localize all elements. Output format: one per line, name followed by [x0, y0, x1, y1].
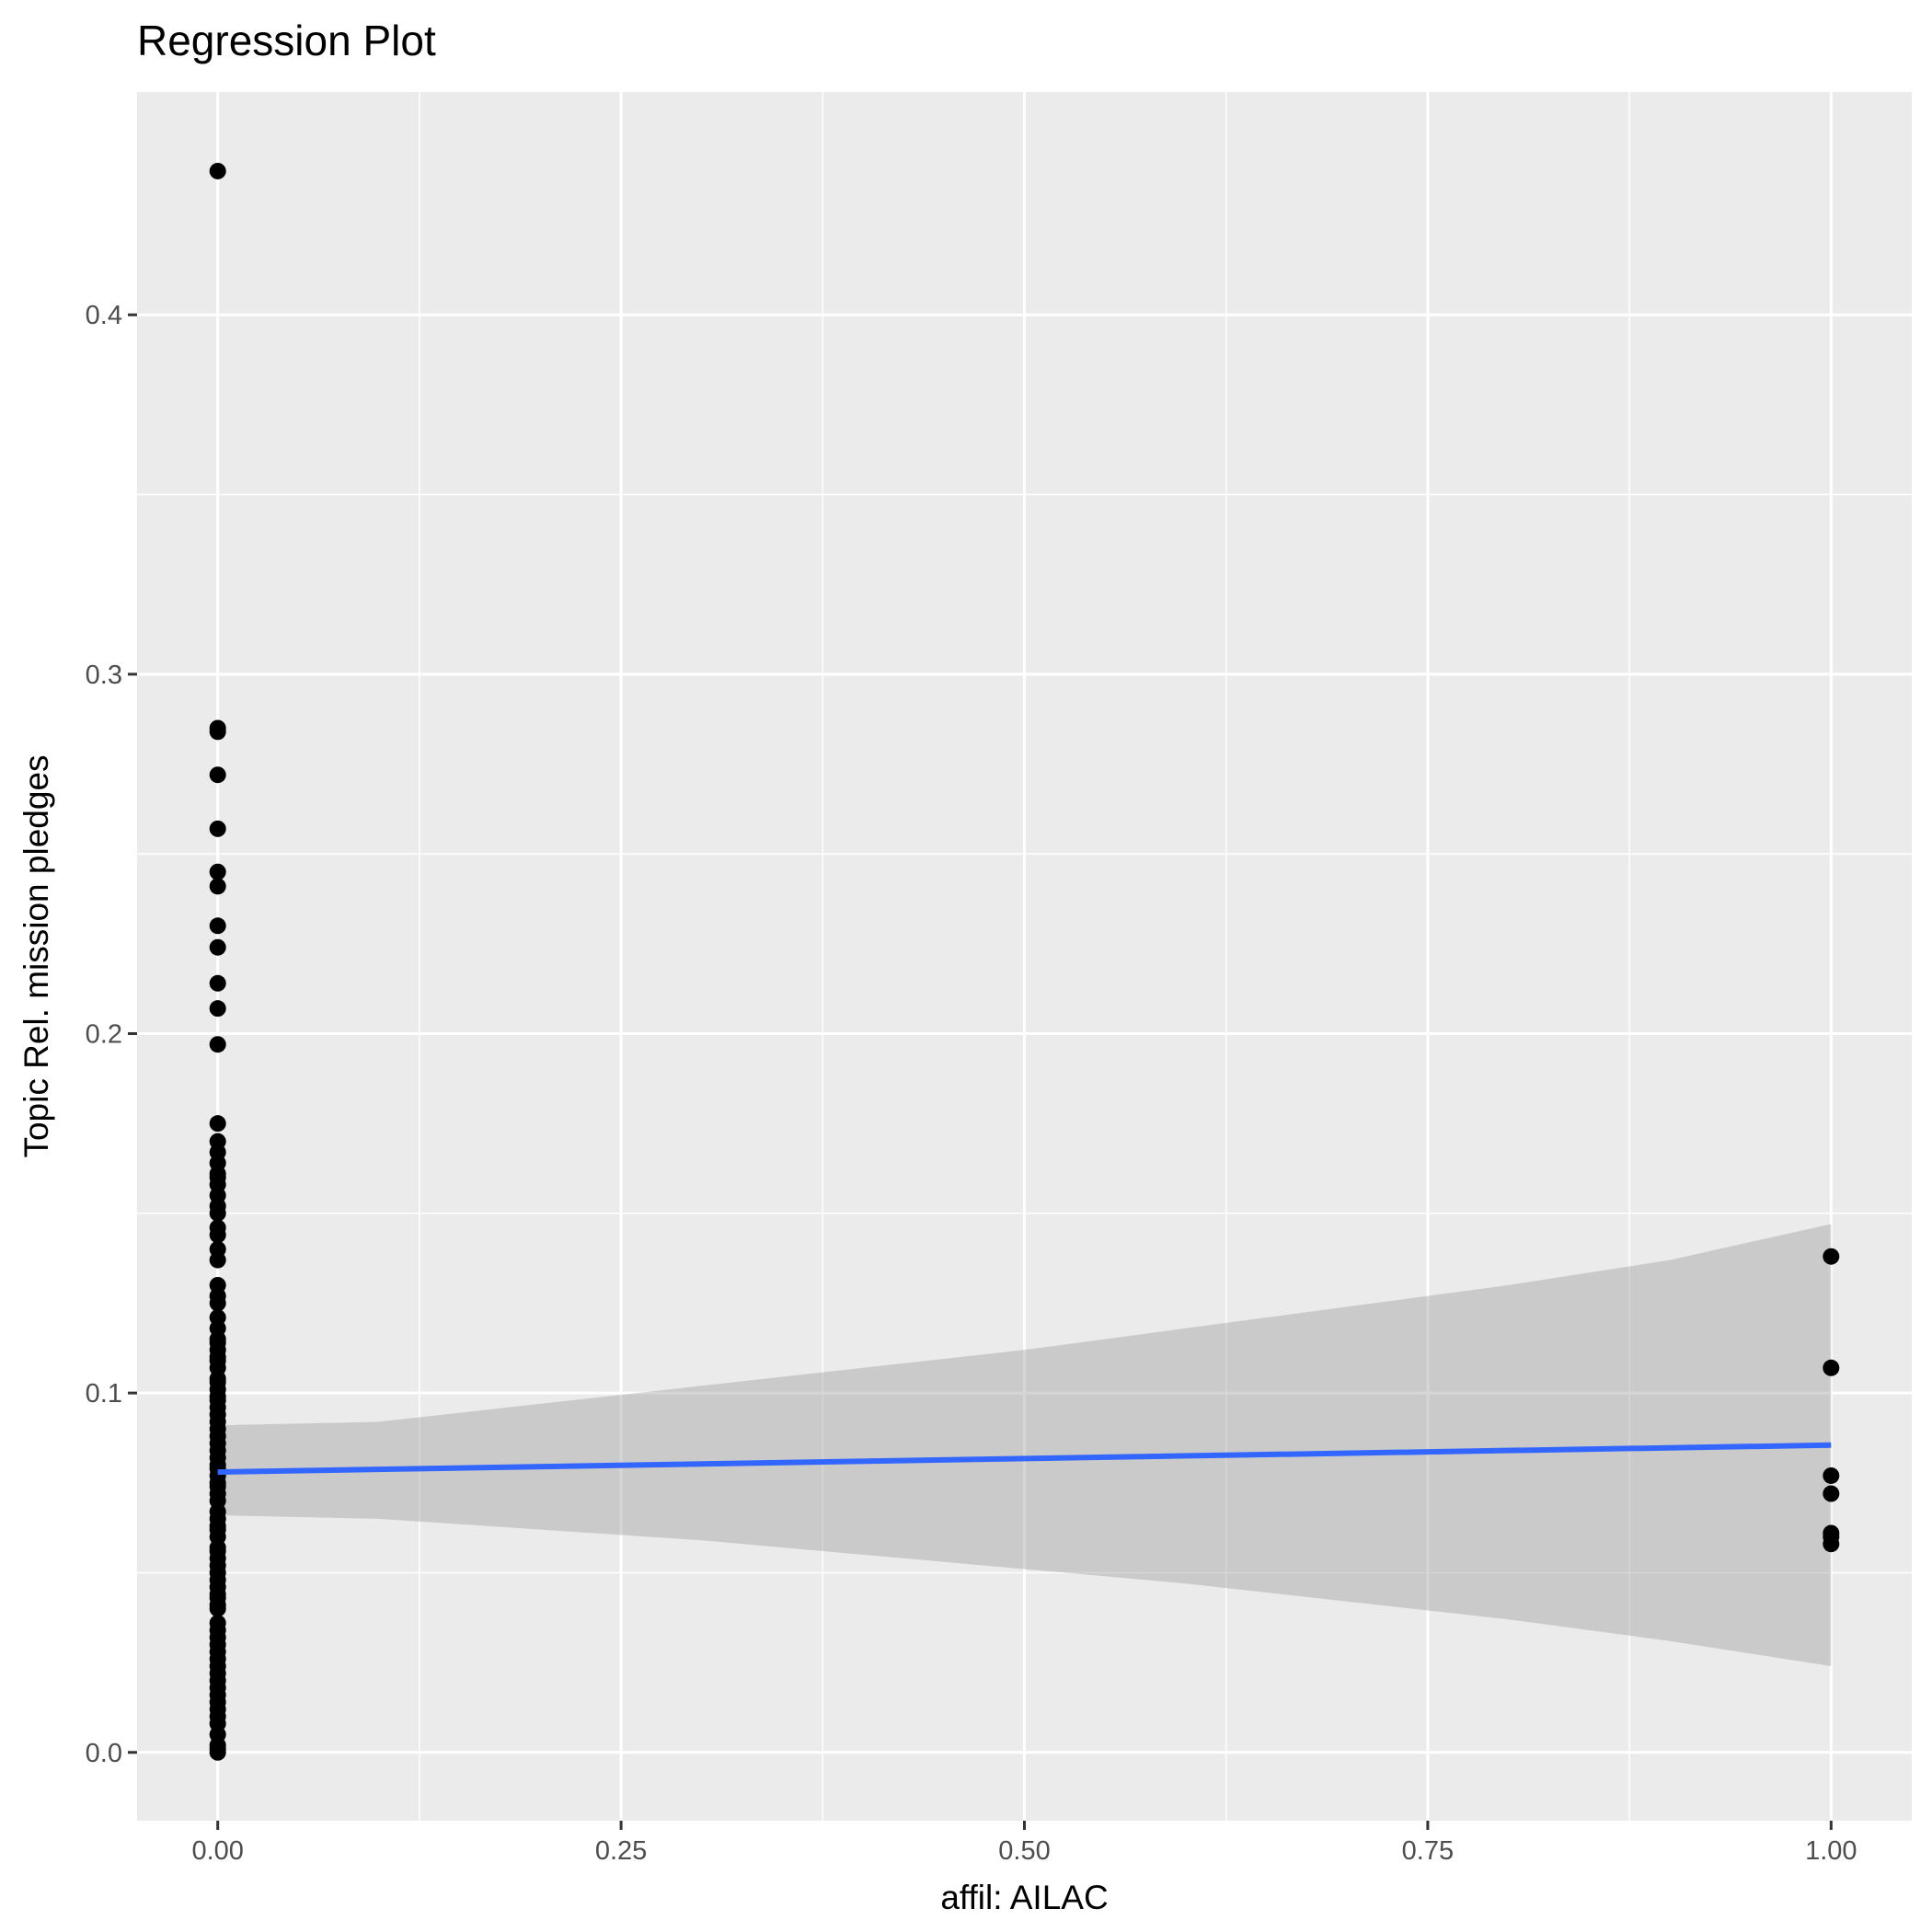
data-point	[209, 1000, 226, 1018]
data-point	[209, 878, 226, 895]
data-point	[209, 1615, 226, 1632]
x-tick-label: 1.00	[1805, 1836, 1857, 1866]
data-points	[209, 162, 1840, 1761]
data-point	[209, 1240, 226, 1258]
data-point	[209, 162, 226, 179]
data-point	[209, 1388, 226, 1406]
data-point	[209, 723, 226, 741]
data-point	[1823, 1485, 1840, 1502]
data-point	[209, 1351, 226, 1369]
confidence-band	[217, 1224, 1832, 1666]
data-point	[209, 917, 226, 935]
data-point	[209, 938, 226, 956]
fit-line-layer	[217, 1442, 1832, 1476]
y-tick-label: 0.2	[86, 1019, 122, 1049]
data-point	[209, 1226, 226, 1244]
x-axis-ticks: 0.00 0.25 0.50 0.75 1.00	[191, 1821, 1857, 1866]
chart-title: Regression Plot	[137, 17, 436, 64]
data-point	[209, 1287, 226, 1305]
x-tick-label: 0.25	[595, 1836, 647, 1866]
y-axis-title: Topic Rel. mission pledges	[17, 754, 55, 1157]
y-tick-label: 0.1	[86, 1379, 122, 1409]
data-point	[209, 1334, 226, 1351]
x-axis-title: affil: AILAC	[940, 1879, 1108, 1916]
data-point	[209, 974, 226, 992]
data-point	[1823, 1466, 1840, 1484]
data-point	[209, 1168, 226, 1186]
data-point	[209, 1406, 226, 1423]
confidence-band-layer	[217, 1224, 1832, 1666]
x-tick-label: 0.50	[998, 1836, 1050, 1866]
data-point	[209, 863, 226, 880]
data-point	[209, 1115, 226, 1133]
data-point	[209, 1036, 226, 1053]
x-tick-label: 0.00	[191, 1836, 243, 1866]
regression-line	[217, 1442, 1832, 1476]
data-point	[209, 766, 226, 784]
data-point	[1823, 1535, 1840, 1553]
data-point	[209, 1517, 226, 1535]
y-tick-label: 0.0	[86, 1739, 122, 1768]
y-tick-label: 0.4	[86, 301, 122, 330]
y-axis-ticks: 0.0 0.1 0.2 0.3 0.4	[86, 301, 137, 1768]
data-point	[209, 820, 226, 837]
x-tick-label: 0.75	[1402, 1836, 1454, 1866]
data-point	[209, 1204, 226, 1222]
data-point	[209, 1374, 226, 1391]
data-point	[209, 1679, 226, 1696]
data-point	[209, 1743, 226, 1761]
data-point	[209, 1478, 226, 1495]
y-tick-label: 0.3	[86, 661, 122, 690]
data-point	[209, 1543, 226, 1560]
data-point	[209, 1585, 226, 1603]
data-point	[209, 1600, 226, 1617]
data-point	[1823, 1248, 1840, 1265]
data-point	[1823, 1359, 1840, 1376]
